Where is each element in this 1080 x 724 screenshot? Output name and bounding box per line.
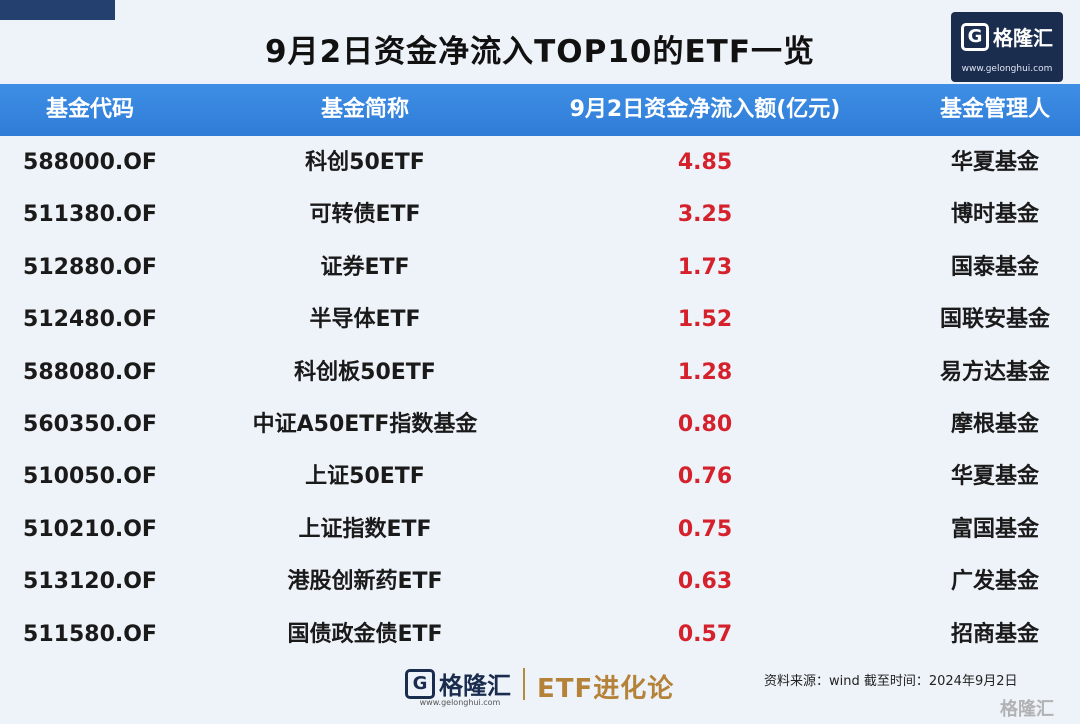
footer-divider: [523, 668, 525, 700]
table-row: 511380.OF 可转债ETF 3.25 博时基金: [0, 189, 1080, 241]
table-row: 510210.OF 上证指数ETF 0.75 富国基金: [0, 504, 1080, 556]
table-row: 511580.OF 国债政金债ETF 0.57 招商基金: [0, 609, 1080, 661]
header-name: 基金简称: [320, 97, 409, 122]
net-inflow: 0.75: [677, 516, 733, 542]
fund-code: 512880.OF: [23, 254, 157, 280]
table-row: 512480.OF 半导体ETF 1.52 国联安基金: [0, 294, 1080, 346]
net-inflow: 0.63: [677, 569, 733, 595]
fund-name: 半导体ETF: [309, 307, 421, 333]
fund-name: 科创板50ETF: [294, 359, 436, 385]
net-inflow: 0.57: [677, 621, 733, 647]
net-inflow: 4.85: [677, 150, 733, 175]
fund-code: 588080.OF: [23, 359, 157, 385]
footer-logo: G 格隆汇: [405, 666, 511, 701]
fund-manager: 易方达基金: [939, 359, 1050, 385]
fund-name: 科创50ETF: [305, 150, 425, 175]
fund-name: 国债政金债ETF: [287, 621, 443, 647]
watermark: 格隆汇: [1000, 699, 1054, 720]
table-row: 588000.OF 科创50ETF 4.85 华夏基金: [0, 137, 1080, 189]
fund-manager: 华夏基金: [950, 150, 1039, 175]
footer-logo-text: 格隆汇: [439, 672, 511, 700]
fund-name: 证券ETF: [320, 254, 410, 280]
fund-manager: 华夏基金: [950, 464, 1039, 490]
net-inflow: 0.80: [677, 412, 733, 437]
corner-decoration: [0, 0, 115, 20]
header-code: 基金代码: [45, 97, 134, 122]
footer-g-logo-icon: G: [405, 668, 435, 699]
header-inflow: 9月2日资金净流入额(亿元): [569, 97, 841, 122]
fund-code: 510210.OF: [23, 516, 157, 542]
logo-url: www.gelonghui.com: [961, 64, 1053, 74]
fund-manager: 摩根基金: [950, 412, 1039, 437]
net-inflow: 3.25: [677, 202, 733, 228]
fund-code: 512480.OF: [23, 307, 157, 333]
page-title: 9月2日资金净流入TOP10的ETF一览: [265, 34, 815, 70]
table-row: 512880.OF 证券ETF 1.73 国泰基金: [0, 242, 1080, 294]
fund-code: 511380.OF: [23, 202, 157, 228]
net-inflow: 1.73: [677, 254, 733, 280]
footer-series-title: ETF进化论: [537, 674, 675, 704]
logo-text: 格隆汇: [993, 26, 1053, 50]
fund-code: 513120.OF: [23, 569, 157, 595]
fund-manager: 招商基金: [950, 621, 1039, 647]
fund-manager: 博时基金: [950, 202, 1039, 228]
table-row: 588080.OF 科创板50ETF 1.28 易方达基金: [0, 347, 1080, 399]
fund-name: 上证指数ETF: [298, 516, 432, 542]
table-row: 560350.OF 中证A50ETF指数基金 0.80 摩根基金: [0, 399, 1080, 451]
table-row: 510050.OF 上证50ETF 0.76 华夏基金: [0, 451, 1080, 503]
fund-code: 560350.OF: [23, 412, 157, 437]
source-note: 资料来源：wind 截至时间：2024年9月2日: [764, 674, 1018, 689]
net-inflow: 1.52: [677, 307, 733, 333]
fund-code: 510050.OF: [23, 464, 157, 490]
fund-code: 511580.OF: [23, 621, 157, 647]
fund-manager: 国联安基金: [939, 307, 1050, 333]
table-header: 基金代码 基金简称 9月2日资金净流入额(亿元) 基金管理人: [0, 84, 1080, 136]
fund-name: 中证A50ETF指数基金: [252, 412, 478, 437]
fund-name: 上证50ETF: [305, 464, 425, 490]
net-inflow: 1.28: [677, 359, 733, 385]
fund-code: 588000.OF: [23, 150, 157, 175]
fund-name: 可转债ETF: [309, 202, 421, 228]
fund-manager: 国泰基金: [950, 254, 1039, 280]
footer-logo-url: www.gelonghui.com: [419, 698, 501, 707]
header-manager: 基金管理人: [939, 97, 1050, 122]
fund-manager: 广发基金: [950, 569, 1039, 595]
table-row: 513120.OF 港股创新药ETF 0.63 广发基金: [0, 556, 1080, 608]
g-logo-icon: G: [961, 22, 989, 51]
fund-name: 港股创新药ETF: [287, 569, 443, 595]
fund-manager: 富国基金: [950, 516, 1039, 542]
net-inflow: 0.76: [677, 464, 733, 490]
brand-logo: G 格隆汇 www.gelonghui.com: [951, 12, 1063, 82]
